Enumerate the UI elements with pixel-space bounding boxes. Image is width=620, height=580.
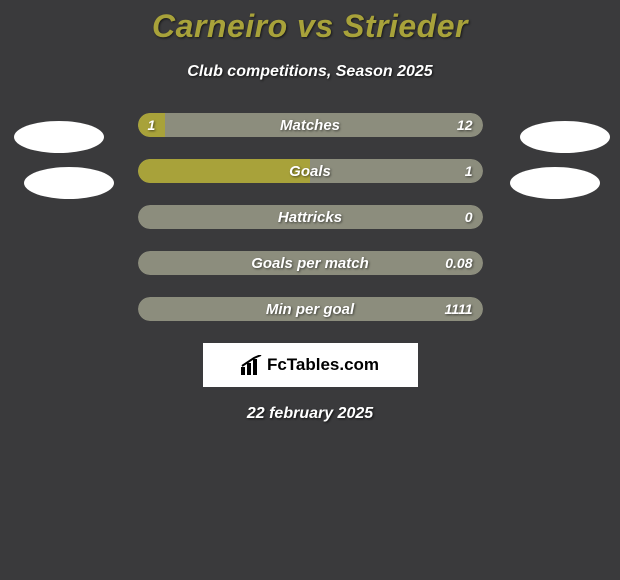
chart-icon — [241, 355, 263, 375]
bar-right-value: 12 — [457, 113, 473, 137]
bar-right-value: 0.08 — [445, 251, 472, 275]
date-line: 22 february 2025 — [0, 405, 620, 423]
bars-container: Matches112Goals1Hattricks0Goals per matc… — [138, 113, 483, 321]
player-left-avatar — [14, 121, 104, 153]
player-right-avatar — [520, 121, 610, 153]
bar-label: Hattricks — [138, 205, 483, 229]
bar-right-value: 1111 — [444, 297, 472, 321]
bar-label: Min per goal — [138, 297, 483, 321]
bar-row: Hattricks0 — [138, 205, 483, 229]
brand-box: FcTables.com — [203, 343, 418, 387]
bar-row: Goals per match0.08 — [138, 251, 483, 275]
bar-right-value: 1 — [465, 159, 473, 183]
bar-row: Min per goal1111 — [138, 297, 483, 321]
bar-label: Goals — [138, 159, 483, 183]
bar-left-value: 1 — [148, 113, 156, 137]
team-right-avatar — [510, 167, 600, 199]
bar-row: Matches1 12 — [138, 113, 483, 137]
page-title: Carneiro vs Strieder — [0, 0, 620, 45]
bar-label: Matches — [138, 113, 483, 137]
comparison-chart: Matches112Goals1Hattricks0Goals per matc… — [0, 113, 620, 321]
bar-row: Goals1 — [138, 159, 483, 183]
bar-label: Goals per match — [138, 251, 483, 275]
team-left-avatar — [24, 167, 114, 199]
subtitle: Club competitions, Season 2025 — [0, 63, 620, 81]
brand-text: FcTables.com — [267, 355, 379, 375]
bar-right-value: 0 — [465, 205, 473, 229]
